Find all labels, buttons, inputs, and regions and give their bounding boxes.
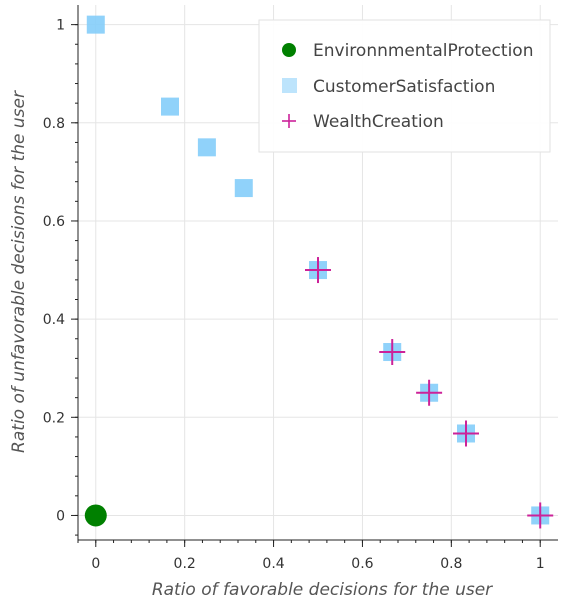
legend-box (258, 19, 551, 153)
x-tick-label: 0.8 (440, 556, 462, 572)
data-marks (84, 15, 554, 529)
point-wealth-creation (305, 257, 331, 284)
y-axis-ticks: 0 0.2 0.4 0.6 0.8 1 (43, 18, 78, 536)
point-customer-satisfaction (234, 179, 253, 198)
legend-marker-wealth-creation (282, 114, 296, 128)
x-tick-label: 1 (536, 556, 545, 572)
legend-label-wealth-creation: WealthCreation (313, 112, 444, 132)
x-tick-label: 0.4 (262, 556, 284, 572)
point-wealth-creation (416, 379, 443, 406)
y-tick-label: 0.6 (43, 214, 65, 230)
legend-label-customer-satisfaction: CustomerSatisfaction (313, 77, 495, 97)
point-wealth-creation (379, 339, 406, 366)
legend-label-environnmental-protection: EnvironnmentalProtection (313, 41, 533, 61)
x-tick-label: 0 (91, 556, 100, 572)
legend-marker-environnmental-protection (282, 43, 296, 57)
y-tick-label: 0.8 (43, 116, 65, 132)
point-wealth-creation (527, 502, 554, 529)
y-tick-label: 0.2 (43, 410, 65, 426)
point-customer-satisfaction (86, 15, 105, 34)
y-tick-label: 1 (56, 18, 65, 34)
point-customer-satisfaction (197, 138, 216, 157)
x-axis-title: Ratio of favorable decisions for the use… (152, 580, 493, 600)
x-axis-ticks: 0 0.2 0.4 0.6 0.8 1 (77, 540, 545, 572)
axes (77, 5, 558, 541)
point-wealth-creation (453, 420, 479, 447)
point-environnmental-protection (84, 504, 107, 527)
legend-marker-customer-satisfaction (282, 78, 297, 93)
x-tick-label: 0.6 (351, 556, 373, 572)
legend: EnvironnmentalProtection CustomerSatisfa… (258, 19, 551, 153)
point-customer-satisfaction (161, 97, 179, 116)
y-axis-title: Ratio of unfavorable decisions for the u… (9, 90, 29, 453)
x-tick-label: 0.2 (174, 556, 196, 572)
y-tick-label: 0.4 (43, 312, 65, 328)
y-tick-label: 0 (56, 508, 65, 524)
